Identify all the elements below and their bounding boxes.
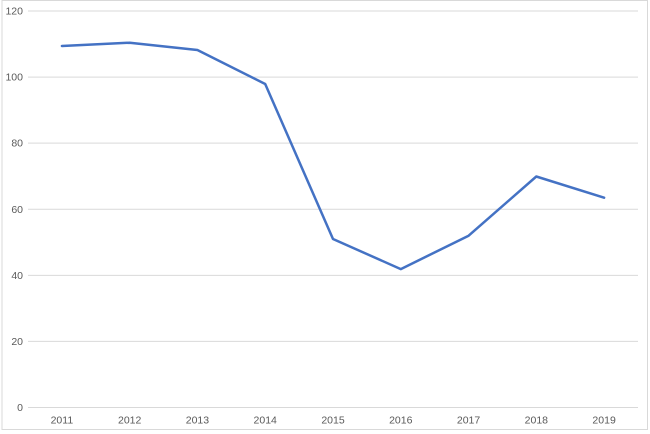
y-tick-label: 120 [5,6,23,18]
y-tick-label: 60 [11,204,23,216]
x-tick-label: 2019 [592,415,616,427]
y-tick-label: 100 [5,72,23,84]
y-tick-label: 40 [11,270,23,282]
y-tick-label: 0 [17,402,23,414]
y-tick-label: 80 [11,138,23,150]
x-tick-label: 2017 [457,415,481,427]
x-tick-label: 2015 [321,415,345,427]
x-tick-label: 2013 [186,415,210,427]
x-tick-label: 2012 [118,415,142,427]
x-tick-label: 2016 [389,415,413,427]
y-tick-label: 20 [11,336,23,348]
x-tick-label: 2011 [51,415,74,427]
data-series-line [60,41,606,271]
x-tick-label: 2018 [525,415,549,427]
x-tick-label: 2014 [254,415,278,427]
